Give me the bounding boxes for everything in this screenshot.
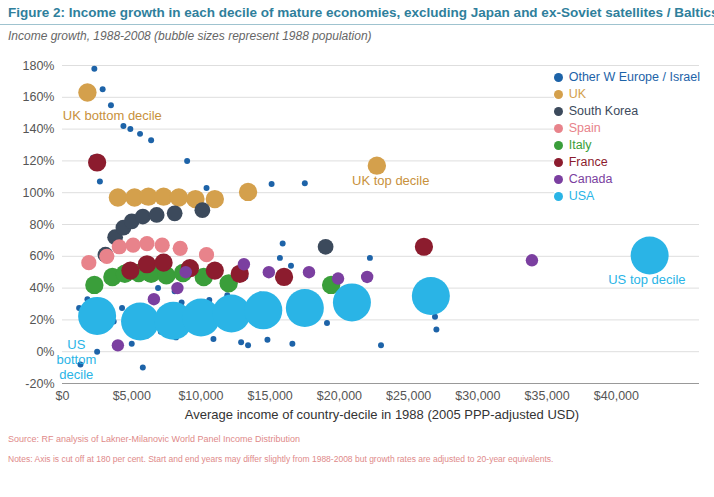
- html-text:Italy: Italy: [568, 138, 592, 152]
- svg-text:$35,000: $35,000: [525, 389, 570, 403]
- html-text:Other W Europe / Israel: Other W Europe / Israel: [568, 70, 700, 84]
- svg-text:$0: $0: [56, 389, 70, 403]
- html-text:UK: UK: [568, 87, 587, 101]
- html-text:France: France: [568, 155, 608, 169]
- html-text:South Korea: South Korea: [568, 104, 639, 118]
- svg-text:40%: 40%: [29, 281, 54, 295]
- svg-text:UK top decile: UK top decile: [352, 173, 429, 188]
- svg-text:UK bottom decile: UK bottom decile: [63, 108, 162, 123]
- svg-text:80%: 80%: [29, 218, 54, 232]
- svg-text:120%: 120%: [23, 154, 55, 168]
- svg-text:180%: 180%: [23, 59, 55, 73]
- svg-text:160%: 160%: [23, 90, 55, 104]
- html-text:Income growth, 1988-2008 (bubb: Income growth, 1988-2008 (bubble sizes r…: [8, 29, 372, 43]
- svg-text:$25,000: $25,000: [386, 389, 431, 403]
- html-text:Canada: Canada: [568, 172, 613, 186]
- svg-text:-20%: -20%: [25, 377, 54, 391]
- html-text:Source: RF analysis of Lakner-: Source: RF analysis of Lakner-Milanovic …: [8, 434, 300, 444]
- svg-text:$20,000: $20,000: [317, 389, 362, 403]
- html-text:Notes: Axis is cut off at 180: Notes: Axis is cut off at 180 per cent. …: [8, 454, 554, 464]
- svg-text:$5,000: $5,000: [113, 389, 151, 403]
- svg-text:$10,000: $10,000: [178, 389, 223, 403]
- svg-text:20%: 20%: [29, 313, 54, 327]
- svg-text:US top decile: US top decile: [608, 272, 685, 287]
- svg-text:100%: 100%: [23, 186, 55, 200]
- svg-text:60%: 60%: [29, 249, 54, 263]
- svg-text:140%: 140%: [23, 122, 55, 136]
- svg-text:0%: 0%: [36, 345, 54, 359]
- html-text:Spain: Spain: [568, 121, 601, 135]
- svg-text:$15,000: $15,000: [248, 389, 293, 403]
- html-text:USA: USA: [568, 189, 595, 203]
- html-text:Average income of country-deci: Average income of country-decile in 1988…: [184, 407, 580, 422]
- svg-text:$40,000: $40,000: [594, 389, 639, 403]
- svg-text:USbottomdecile: USbottomdecile: [56, 337, 96, 382]
- svg-text:$30,000: $30,000: [455, 389, 500, 403]
